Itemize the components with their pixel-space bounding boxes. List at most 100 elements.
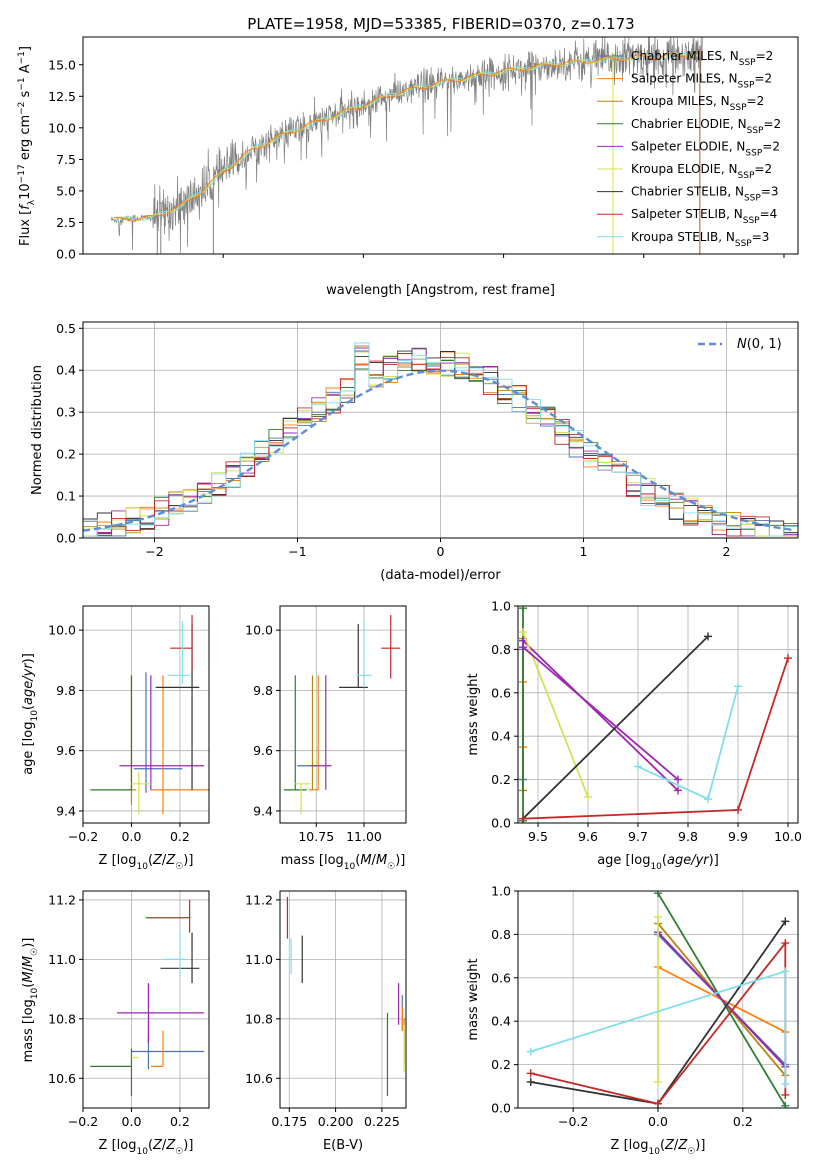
weight-line xyxy=(522,635,709,820)
y-tick-label: 0.0 xyxy=(491,1101,511,1116)
x-tick-label: 0 xyxy=(437,544,445,559)
panel-spectrum: 0.0 2.5 5.0 7.5 10.0 12.5 15.0 wavelength [Angs… xyxy=(17,36,799,298)
legend-label: Kroupa ELODIE, NSSP=2 xyxy=(631,162,772,181)
model-spectrum-line xyxy=(113,51,700,222)
y-tick-label: 12.5 xyxy=(48,89,76,104)
y-tick-label: 11.2 xyxy=(48,892,76,907)
x-tick-label: 10.75 xyxy=(298,829,334,844)
x-tick-label: 9.5 xyxy=(528,829,548,844)
y-tick-label: 0.6 xyxy=(491,970,511,985)
y-axis-label: mass [log10(M/M☉)] xyxy=(21,938,40,1063)
y-tick-label: 10.8 xyxy=(48,1011,76,1026)
x-axis-label: mass [log10(M/M☉)] xyxy=(281,853,406,872)
weight-marker xyxy=(526,1069,535,1078)
weight-marker xyxy=(704,632,712,641)
x-tick-label: 2 xyxy=(723,544,731,559)
x-tick-label: 0.2 xyxy=(170,829,190,844)
x-tick-label: −0.2 xyxy=(68,829,98,844)
weight-marker xyxy=(784,654,792,663)
y-tick-label: 0.4 xyxy=(56,363,76,378)
weight-marker xyxy=(654,891,662,898)
weight-line xyxy=(522,646,679,781)
legend-label: Salpeter MILES, NSSP=2 xyxy=(631,72,772,91)
y-tick-label: 9.8 xyxy=(253,683,273,698)
weight-marker xyxy=(519,606,527,613)
y-tick-label: 0.4 xyxy=(491,1014,511,1029)
x-axis-label: Z [log10(Z/Z☉)] xyxy=(99,853,194,872)
y-tick-label: 0.2 xyxy=(491,1057,511,1072)
x-tick-label: −0.2 xyxy=(558,1114,588,1129)
legend-label: Kroupa MILES, NSSP=2 xyxy=(631,94,764,113)
x-tick-label: 1 xyxy=(580,544,588,559)
axes-frame xyxy=(279,890,407,1109)
panel-residuals: −2 −1 0 1 2 0.0 0.1 0.2 0.3 0.4 0.5 (data-model)/er… xyxy=(30,321,799,583)
y-tick-label: 0.2 xyxy=(491,772,511,787)
axes-frame xyxy=(82,890,210,1109)
y-tick-label: 0.2 xyxy=(56,447,76,462)
y-tick-label: 0.8 xyxy=(491,927,511,942)
plot-area-mass-age xyxy=(283,615,401,814)
x-axis-label: (data-model)/error xyxy=(380,568,501,583)
weight-marker xyxy=(654,1099,662,1108)
x-tick-label: 9.8 xyxy=(678,829,698,844)
plot-area-residuals xyxy=(83,342,798,537)
y-tick-label: 10.6 xyxy=(245,1071,273,1086)
x-tick-label: 0.2 xyxy=(733,1114,753,1129)
axes-frame xyxy=(82,36,799,255)
weight-marker xyxy=(634,762,642,771)
y-tick-label: 9.4 xyxy=(253,803,273,818)
x-tick-label: 0.0 xyxy=(648,1114,668,1129)
x-tick-label: 0.0 xyxy=(122,829,142,844)
x-axis-label: age [log10(age/yr)] xyxy=(597,853,719,872)
plot-area-z-mass xyxy=(90,899,205,1097)
weight-marker xyxy=(734,805,742,814)
weight-marker xyxy=(781,917,790,926)
y-tick-label: 10.6 xyxy=(48,1071,76,1086)
weight-marker xyxy=(526,1047,535,1056)
y-tick-label: 0.0 xyxy=(56,531,76,546)
y-tick-label: 9.8 xyxy=(56,683,76,698)
x-tick-label: 0.0 xyxy=(122,1114,142,1129)
y-tick-label: 9.4 xyxy=(56,803,76,818)
legend-label: N(0, 1) xyxy=(737,337,782,352)
legend-label: Chabrier ELODIE, NSSP=2 xyxy=(631,117,781,136)
x-tick-label: 0.175 xyxy=(271,1114,307,1129)
panel-ebv-mass: 0.175 0.200 0.225 10.6 10.8 11.0 11.2 E(B-V) xyxy=(245,890,407,1153)
x-tick-label: 11.00 xyxy=(346,829,382,844)
y-tick-label: 10.0 xyxy=(245,623,273,638)
legend-label: Chabrier MILES, NSSP=2 xyxy=(631,49,773,68)
y-tick-label: 0.3 xyxy=(56,405,76,420)
axes-frame xyxy=(279,605,407,824)
y-axis-label: Flux [fλ10−17 erg cm−2 s−1 A−1] xyxy=(17,46,37,246)
y-tick-label: 10.0 xyxy=(48,120,76,135)
y-axis-label: mass weight xyxy=(466,958,481,1040)
plot-area-spectrum xyxy=(110,37,703,254)
y-tick-label: 1.0 xyxy=(491,884,511,899)
weight-line xyxy=(522,631,589,798)
y-tick-label: 10.8 xyxy=(245,1011,273,1026)
figure-title: PLATE=1958, MJD=53385, FIBERID=0370, z=0… xyxy=(247,15,634,33)
y-axis-label: Normed distribution xyxy=(30,365,45,495)
y-tick-label: 15.0 xyxy=(48,57,76,72)
panel-mass-age: 10.75 11.00 9.4 9.6 9.8 10.0 mass [log10(M/M☉)… xyxy=(245,605,407,872)
legend-label: Kroupa STELIB, NSSP=3 xyxy=(631,230,769,249)
legend-label: Salpeter ELODIE, NSSP=2 xyxy=(631,139,780,158)
weight-marker xyxy=(654,913,662,922)
x-tick-label: 10.0 xyxy=(774,829,802,844)
y-tick-label: 11.0 xyxy=(48,952,76,967)
normal-curve xyxy=(83,369,796,532)
weight-marker xyxy=(781,1101,790,1108)
y-tick-label: 0.6 xyxy=(491,685,511,700)
x-axis-label: E(B-V) xyxy=(323,1138,363,1153)
weight-marker xyxy=(674,786,682,795)
weight-marker xyxy=(584,792,592,801)
axes-frame xyxy=(82,321,799,539)
y-tick-label: 11.0 xyxy=(245,952,273,967)
x-axis-label: Z [log10(Z/Z☉)] xyxy=(99,1138,194,1157)
y-tick-label: 0.1 xyxy=(56,489,76,504)
weight-marker xyxy=(781,967,790,976)
weight-marker xyxy=(519,814,527,823)
y-tick-label: 10.0 xyxy=(48,623,76,638)
weight-marker xyxy=(781,1080,790,1089)
weight-marker xyxy=(654,1077,662,1086)
